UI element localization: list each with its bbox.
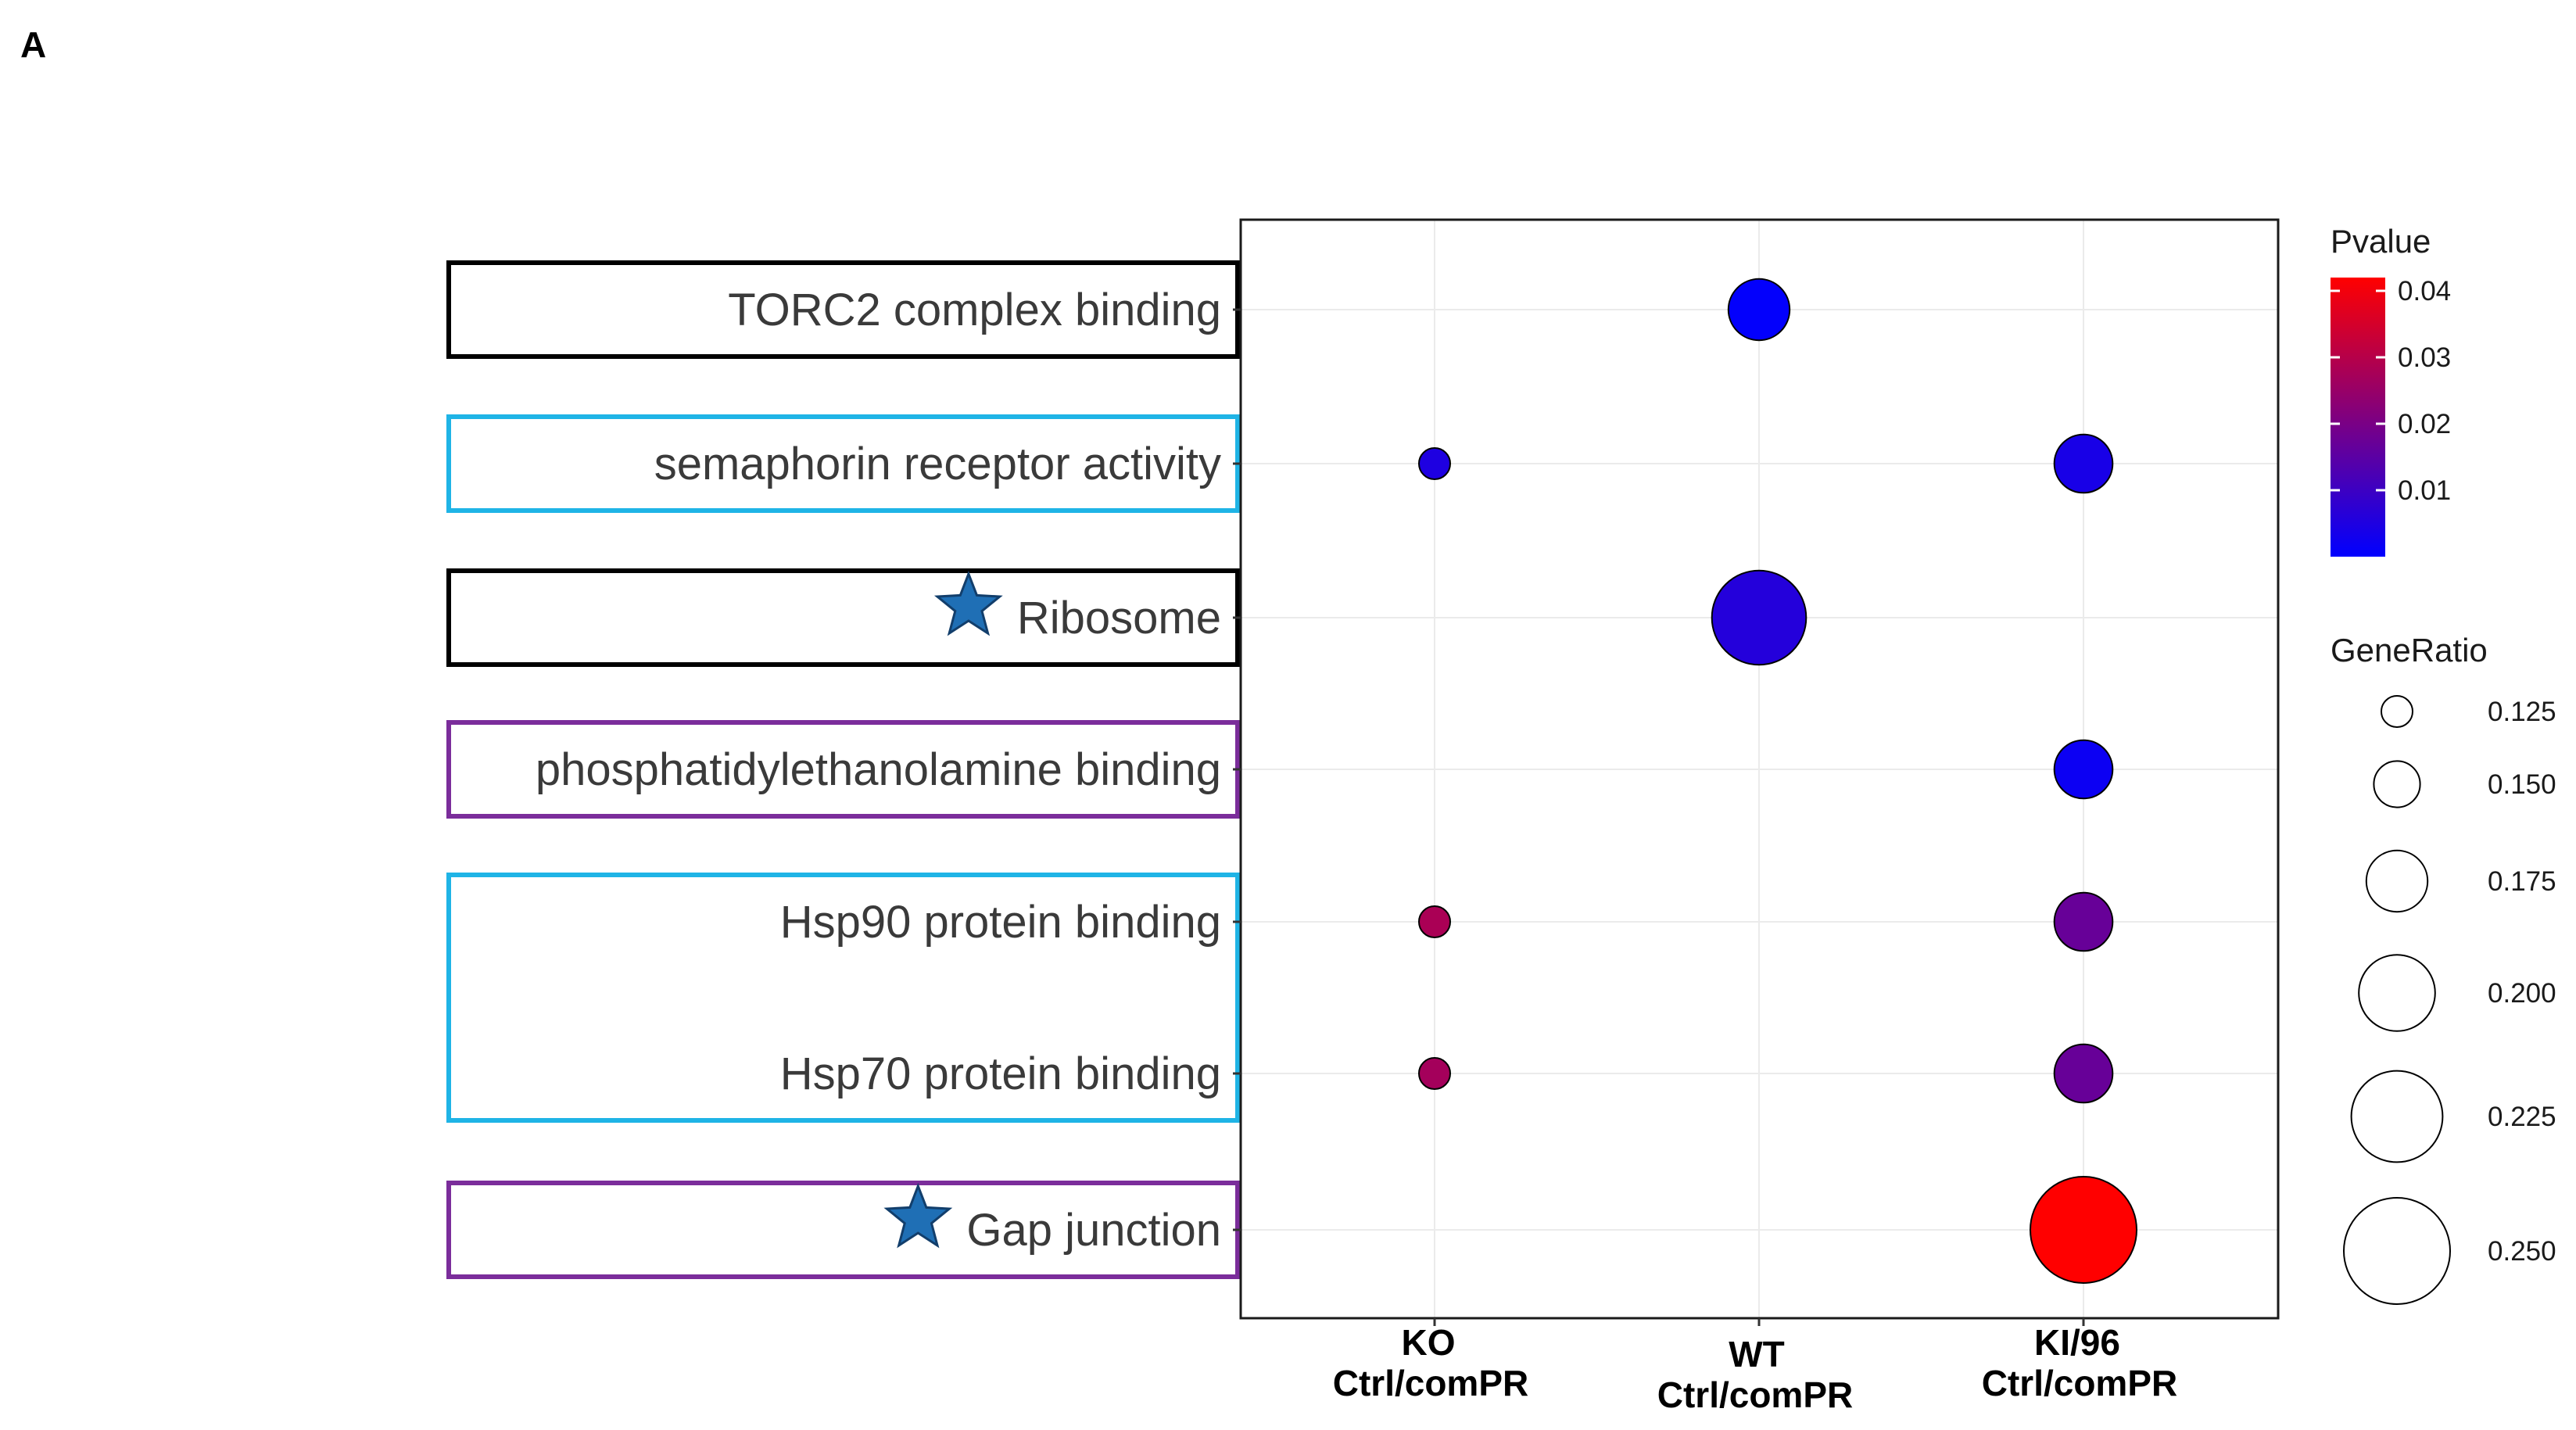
pvalue-colorbar: [2331, 278, 2385, 557]
size-key-label: 0.250: [2488, 1236, 2556, 1267]
colorbar-tick-label: 0.03: [2398, 342, 2451, 373]
y-tick-label: phosphatidylethanolamine binding: [536, 744, 1221, 795]
size-key-label: 0.150: [2488, 769, 2556, 800]
label-frame: [446, 873, 1240, 1123]
data-point: [2053, 433, 2114, 494]
x-tick-sublabel: Ctrl/comPR: [1657, 1374, 1853, 1415]
y-tick-label: Gap junction: [966, 1205, 1221, 1256]
x-tick-label: KI/96: [2034, 1322, 2120, 1363]
pvalue-legend: Pvalue 0.04 0.03 0.02 0.01: [2331, 223, 2451, 557]
colorbar-tick-label: 0.04: [2398, 276, 2451, 306]
data-point: [2030, 1176, 2137, 1284]
y-tick-label: TORC2 complex binding: [728, 285, 1221, 335]
star-icon: [933, 570, 1003, 636]
pvalue-colorbar-ticks: 0.04 0.03 0.02 0.01: [2331, 276, 2451, 506]
size-key-circle: [2343, 1197, 2451, 1305]
size-key-label: 0.225: [2488, 1102, 2556, 1132]
x-tick-label: KO: [1402, 1322, 1456, 1363]
y-axis: TORC2 complex binding semaphorin receptor…: [536, 285, 1241, 1256]
y-tick-label: Hsp70 protein binding: [780, 1048, 1221, 1099]
size-key-label: 0.175: [2488, 866, 2556, 897]
generatio-legend: GeneRatio 0.125 0.150 0.175 0.200 0.225 0.250: [2331, 632, 2556, 1305]
panel-letter: A: [20, 24, 46, 65]
y-tick-label: semaphorin receptor activity: [654, 439, 1221, 489]
data-point: [1727, 278, 1791, 342]
y-tick-label: Ribosome: [1017, 593, 1221, 643]
size-key-label: 0.200: [2488, 978, 2556, 1009]
data-points: [1418, 278, 2137, 1284]
data-point: [2053, 891, 2114, 952]
colorbar-tick-label: 0.01: [2398, 475, 2451, 506]
plot-panel: [1239, 218, 2280, 1320]
x-tick-sublabel: Ctrl/comPR: [1333, 1363, 1528, 1403]
size-key-circle: [2373, 760, 2421, 808]
generatio-legend-keys: 0.125 0.150 0.175 0.200 0.225 0.250: [2343, 695, 2556, 1305]
generatio-legend-title: GeneRatio: [2331, 632, 2488, 668]
x-tick-label: WT: [1729, 1334, 1785, 1374]
size-key-circle: [2365, 849, 2429, 913]
y-tick-label: Hsp90 protein binding: [780, 897, 1221, 948]
size-key-circle: [2358, 954, 2436, 1032]
size-key-label: 0.125: [2488, 697, 2556, 727]
data-point: [1418, 1057, 1451, 1090]
x-tick-sublabel: Ctrl/comPR: [1982, 1363, 2177, 1403]
data-point: [2053, 1043, 2114, 1104]
data-point: [1711, 569, 1807, 666]
size-key-circle: [2350, 1070, 2444, 1163]
size-key-circle: [2381, 695, 2413, 728]
data-point: [2053, 739, 2114, 800]
pvalue-legend-title: Pvalue: [2331, 223, 2431, 260]
data-point: [1418, 905, 1451, 938]
star-icon: [883, 1182, 953, 1249]
data-point: [1418, 447, 1451, 480]
colorbar-tick-label: 0.02: [2398, 409, 2451, 439]
